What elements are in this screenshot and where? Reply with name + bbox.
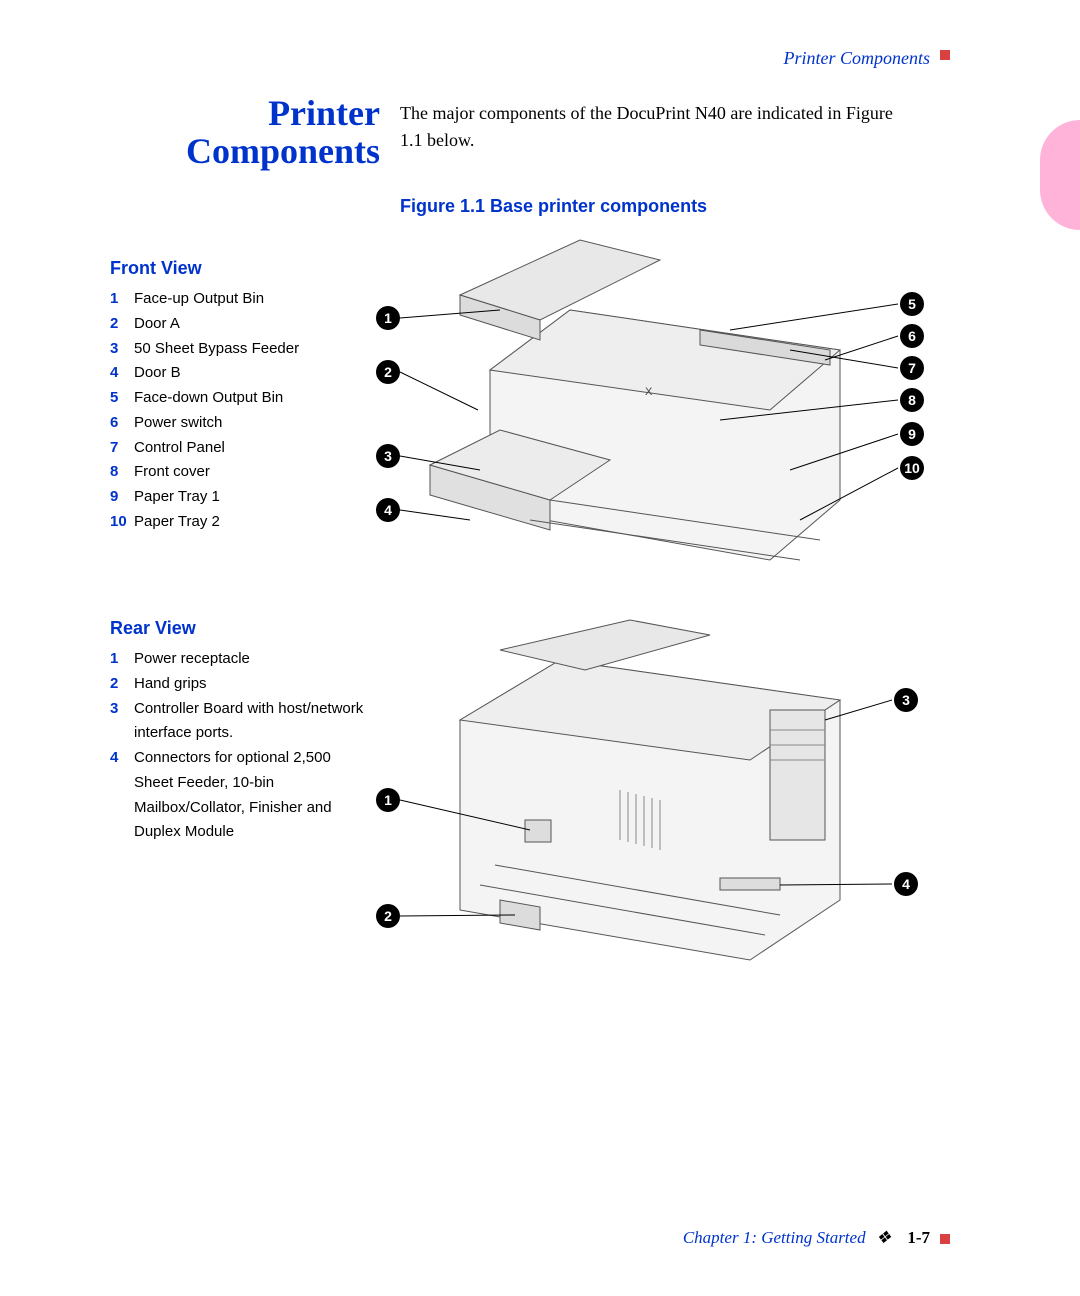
- front-legend-label: Paper Tray 1: [134, 485, 360, 510]
- svg-text:X: X: [645, 386, 653, 398]
- front-legend-label: Face-down Output Bin: [134, 386, 360, 411]
- front-legend-row: 9Paper Tray 1: [110, 485, 360, 510]
- fig1-callout-9: 9: [900, 422, 924, 446]
- fig1-callout-10: 10: [900, 456, 924, 480]
- rear-legend-row: 2Hand grips: [110, 672, 370, 697]
- figure-caption: Figure 1.1 Base printer components: [400, 196, 707, 217]
- front-legend-row: 10Paper Tray 2: [110, 510, 360, 535]
- fig1-callout-2: 2: [376, 360, 400, 384]
- front-legend-label: Door A: [134, 312, 360, 337]
- fig2-callout-3: 3: [894, 688, 918, 712]
- front-legend-row: 8Front cover: [110, 460, 360, 485]
- front-legend-row: 1Face-up Output Bin: [110, 287, 360, 312]
- front-legend-label: Door B: [134, 361, 360, 386]
- figure-front-view: X 1 2 3 4 5 6 7 8 9 10: [370, 220, 930, 570]
- page-title: Printer Components: [170, 95, 380, 171]
- printer-front-svg: X: [370, 220, 930, 570]
- front-view-legend: Front View 1Face-up Output Bin2Door A350…: [110, 258, 360, 535]
- footer-chapter: Chapter 1: Getting Started: [683, 1228, 866, 1247]
- fig2-callout-2: 2: [376, 904, 400, 928]
- front-legend-num: 5: [110, 386, 134, 411]
- rear-legend-num: 1: [110, 647, 134, 672]
- rear-legend-label: Connectors for optional 2,500 Sheet Feed…: [134, 746, 370, 845]
- rear-legend-label: Hand grips: [134, 672, 370, 697]
- front-legend-label: Paper Tray 2: [134, 510, 360, 535]
- header-marker: [940, 50, 950, 60]
- front-legend-label: Control Panel: [134, 436, 360, 461]
- footer-marker: [940, 1234, 950, 1244]
- fig1-callout-7: 7: [900, 356, 924, 380]
- front-legend-row: 7Control Panel: [110, 436, 360, 461]
- front-legend-num: 1: [110, 287, 134, 312]
- front-legend-label: Face-up Output Bin: [134, 287, 360, 312]
- front-legend-num: 10: [110, 510, 134, 535]
- fig1-callout-8: 8: [900, 388, 924, 412]
- fig1-callout-6: 6: [900, 324, 924, 348]
- footer-page-number: 1-7: [907, 1228, 930, 1247]
- front-legend-row: 5Face-down Output Bin: [110, 386, 360, 411]
- rear-legend-label: Controller Board with host/network inter…: [134, 697, 370, 747]
- rear-view-heading: Rear View: [110, 618, 370, 639]
- page-footer: Chapter 1: Getting Started ❖ 1-7: [683, 1228, 930, 1248]
- fig2-callout-4: 4: [894, 872, 918, 896]
- front-legend-num: 6: [110, 411, 134, 436]
- front-legend-num: 9: [110, 485, 134, 510]
- front-legend-row: 4Door B: [110, 361, 360, 386]
- fig1-callout-4: 4: [376, 498, 400, 522]
- rear-legend-row: 3Controller Board with host/network inte…: [110, 697, 370, 747]
- front-legend-row: 6Power switch: [110, 411, 360, 436]
- front-legend-row: 350 Sheet Bypass Feeder: [110, 337, 360, 362]
- fig1-callout-5: 5: [900, 292, 924, 316]
- printer-rear-svg: [370, 610, 930, 980]
- front-legend-num: 4: [110, 361, 134, 386]
- front-legend-row: 2Door A: [110, 312, 360, 337]
- intro-text: The major components of the DocuPrint N4…: [400, 100, 900, 154]
- front-legend-num: 7: [110, 436, 134, 461]
- footer-diamond-icon: ❖: [876, 1228, 891, 1247]
- fig2-callout-1: 1: [376, 788, 400, 812]
- fig1-callout-3: 3: [376, 444, 400, 468]
- fig1-callout-1: 1: [376, 306, 400, 330]
- rear-legend-label: Power receptacle: [134, 647, 370, 672]
- page-header-section: Printer Components: [784, 48, 931, 69]
- front-legend-label: Power switch: [134, 411, 360, 436]
- rear-legend-num: 4: [110, 746, 134, 771]
- front-legend-num: 8: [110, 460, 134, 485]
- front-legend-label: Front cover: [134, 460, 360, 485]
- rear-legend-num: 3: [110, 697, 134, 722]
- rear-legend-row: 1Power receptacle: [110, 647, 370, 672]
- front-legend-num: 3: [110, 337, 134, 362]
- figure-rear-view: 1 2 3 4: [370, 610, 930, 980]
- side-tab: [1040, 120, 1080, 230]
- rear-legend-row: 4Connectors for optional 2,500 Sheet Fee…: [110, 746, 370, 845]
- front-view-heading: Front View: [110, 258, 360, 279]
- front-legend-label: 50 Sheet Bypass Feeder: [134, 337, 360, 362]
- front-legend-num: 2: [110, 312, 134, 337]
- rear-legend-num: 2: [110, 672, 134, 697]
- rear-view-legend: Rear View 1Power receptacle2Hand grips3C…: [110, 618, 370, 845]
